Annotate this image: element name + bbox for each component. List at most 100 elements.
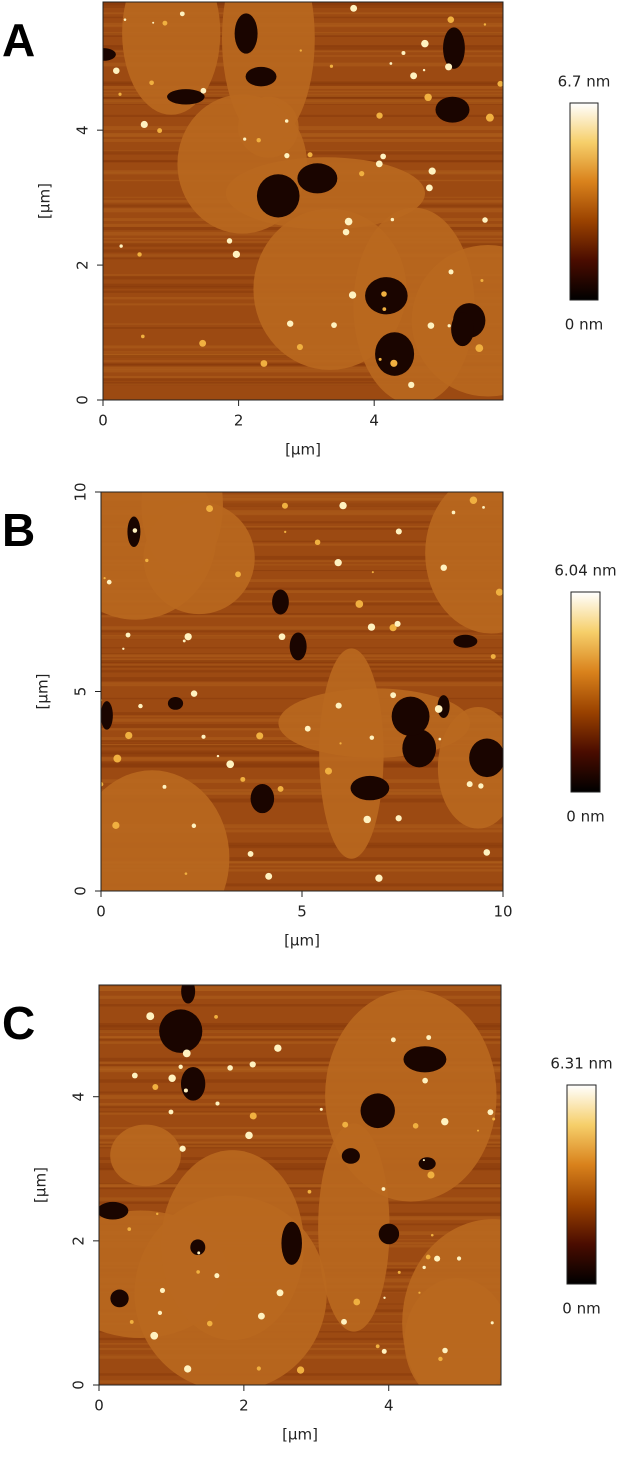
scan-line — [99, 1111, 501, 1113]
particle — [178, 1064, 183, 1069]
particle — [140, 334, 145, 339]
particle — [390, 359, 398, 367]
particle — [378, 357, 382, 361]
scan-line — [99, 1197, 501, 1199]
scan-line — [103, 133, 503, 136]
particle — [215, 1101, 220, 1106]
particle — [227, 1065, 233, 1071]
particle — [469, 496, 478, 504]
y-tick-label: 0 — [74, 395, 92, 405]
particle — [125, 731, 133, 740]
particle — [162, 20, 168, 26]
scan-line — [101, 527, 503, 530]
scan-line — [103, 375, 503, 379]
scan-line — [101, 752, 503, 757]
scan-line — [101, 579, 503, 583]
particle — [152, 1084, 159, 1090]
particle — [375, 1344, 380, 1349]
scan-line — [99, 1025, 501, 1029]
particle — [490, 654, 496, 660]
scan-line — [99, 1373, 501, 1376]
afm-image — [99, 985, 501, 1385]
particle — [149, 80, 154, 86]
particle — [182, 639, 186, 643]
colorbar-min-label: 0 nm — [565, 316, 603, 334]
pit — [443, 27, 465, 69]
particle — [184, 872, 188, 875]
particle — [247, 851, 254, 857]
particle — [257, 1312, 265, 1320]
particle — [131, 1072, 138, 1079]
particle — [487, 1109, 494, 1116]
pit — [451, 312, 474, 347]
particle — [342, 228, 350, 236]
particle — [482, 217, 488, 223]
particle — [129, 1320, 134, 1324]
scan-line — [101, 510, 503, 514]
particle — [232, 250, 241, 258]
particle — [235, 571, 241, 578]
particle — [146, 1012, 155, 1021]
y-tick-label: 0 — [72, 886, 90, 896]
pit — [365, 277, 408, 315]
scan-line — [99, 1004, 501, 1007]
colorbar — [569, 102, 599, 301]
particle — [339, 742, 342, 745]
scan-line — [103, 381, 503, 386]
scan-line — [101, 750, 503, 755]
scan-line — [99, 1142, 501, 1146]
pit — [418, 1157, 436, 1171]
x-tick-label: 0 — [96, 903, 106, 921]
particle — [197, 1251, 201, 1255]
particle — [278, 633, 286, 641]
scan-line — [99, 1061, 501, 1064]
y-tick-label: 4 — [74, 125, 92, 135]
scan-line — [99, 1064, 501, 1067]
pit — [159, 1009, 203, 1053]
particle — [286, 320, 294, 327]
particle — [478, 783, 484, 789]
scan-line — [99, 1036, 501, 1039]
particle — [138, 703, 143, 709]
y-axis-label: [µm] — [34, 674, 52, 710]
particle — [426, 184, 433, 192]
scan-line — [101, 570, 503, 572]
scan-line — [101, 677, 503, 682]
y-tick-label: 2 — [70, 1236, 88, 1246]
pit — [350, 775, 390, 801]
scan-line — [101, 758, 503, 761]
particle — [434, 705, 443, 713]
particle — [118, 92, 122, 96]
scan-line — [101, 602, 503, 606]
pit — [391, 696, 430, 737]
particle — [339, 501, 347, 510]
panel: C 0 2 4 0 2 4 [µm] [µm] 6.31 nm 0 nm — [2, 984, 613, 1444]
scan-line — [99, 1199, 501, 1202]
pit — [281, 1221, 302, 1265]
scan-line — [101, 845, 503, 849]
particle — [381, 1348, 387, 1354]
particle — [430, 1233, 434, 1237]
scan-line — [103, 366, 503, 371]
pit — [453, 634, 478, 648]
pit — [103, 48, 116, 61]
scan-line — [101, 587, 503, 591]
scan-line — [99, 1126, 501, 1130]
particle — [281, 502, 288, 509]
particle — [447, 324, 451, 328]
x-axis-label: [µm] — [284, 932, 320, 950]
terrace — [425, 492, 503, 634]
particle — [495, 588, 503, 596]
scan-line — [99, 1041, 501, 1044]
scan-line — [101, 512, 503, 516]
pit — [402, 729, 437, 768]
particle — [445, 63, 453, 71]
pit — [272, 589, 289, 615]
particle — [307, 152, 313, 158]
scan-line — [101, 659, 503, 664]
x-axis-label: [µm] — [282, 1426, 318, 1444]
scan-line — [101, 613, 503, 616]
particle — [389, 624, 397, 632]
particle — [344, 217, 353, 226]
